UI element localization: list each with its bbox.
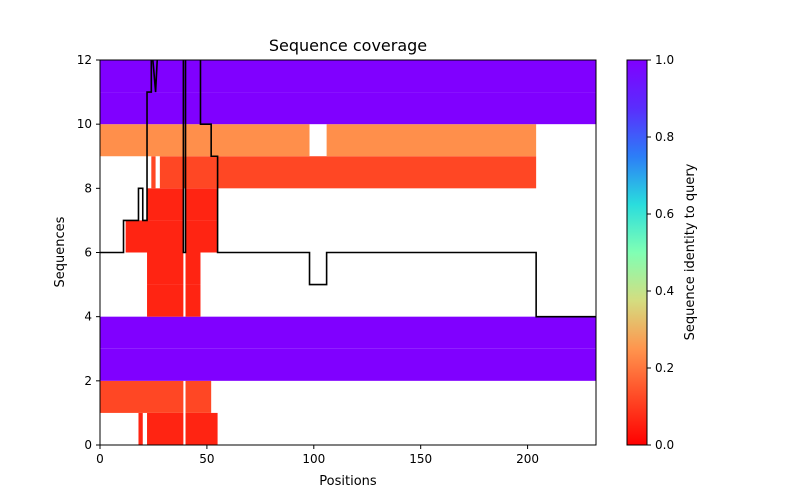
colorbar: 0.0 0.2 0.4 0.6 0.8 1.0 Sequence identity to … [626, 53, 698, 452]
plot-area [99, 59, 597, 446]
colorbar-label: Sequence identity to query [683, 163, 698, 340]
y-tick-label: 0 [84, 438, 92, 452]
y-tick-label: 12 [77, 53, 92, 67]
coverage-segment [100, 348, 596, 381]
y-tick-label: 6 [84, 246, 92, 260]
colorbar-tick-label: 0.2 [655, 361, 674, 375]
coverage-segment [138, 412, 143, 445]
coverage-segment [185, 252, 201, 285]
coverage-segment [185, 220, 218, 253]
coverage-segments [100, 60, 596, 445]
y-tick-label: 10 [77, 117, 92, 131]
x-tick-label: 0 [96, 452, 104, 466]
colorbar-tick-label: 1.0 [655, 53, 674, 67]
coverage-segment [185, 188, 218, 221]
coverage-segment [151, 156, 156, 189]
coverage-segment [185, 380, 212, 413]
coverage-segment [100, 60, 596, 93]
colorbar-tick-label: 0.0 [655, 438, 674, 452]
coverage-segment [159, 156, 537, 189]
coverage-segment [100, 380, 184, 413]
coverage-depth-line [100, 60, 596, 318]
x-tick-label: 100 [302, 452, 325, 466]
colorbar-gradient [626, 59, 648, 446]
x-tick-label: 200 [516, 452, 539, 466]
x-axis-label: Positions [319, 474, 377, 489]
colorbar-tick-label: 0.6 [655, 207, 674, 221]
coverage-segment [125, 220, 184, 253]
x-axis: 0 50 100 150 200 [96, 445, 539, 466]
y-tick-label: 8 [84, 181, 92, 195]
colorbar-tick-label: 0.8 [655, 130, 674, 144]
coverage-segment [147, 412, 184, 445]
coverage-segment [100, 92, 596, 125]
coverage-segment [147, 252, 184, 285]
chart-title: Sequence coverage [269, 36, 427, 55]
x-tick-label: 150 [409, 452, 432, 466]
coverage-segment [100, 316, 596, 349]
coverage-segment [185, 284, 201, 317]
colorbar-ticks: 0.0 0.2 0.4 0.6 0.8 1.0 [647, 53, 674, 452]
coverage-segment [147, 284, 184, 317]
y-tick-label: 2 [84, 374, 92, 388]
coverage-segment [326, 124, 537, 157]
coverage-segment [100, 124, 310, 157]
y-axis: 0 2 4 6 8 10 12 [77, 53, 100, 452]
colorbar-tick-label: 0.4 [655, 284, 674, 298]
x-tick-label: 50 [199, 452, 214, 466]
y-axis-label: Sequences [53, 216, 68, 287]
coverage-segment [185, 412, 218, 445]
coverage-segment [147, 188, 184, 221]
y-tick-label: 4 [84, 310, 92, 324]
